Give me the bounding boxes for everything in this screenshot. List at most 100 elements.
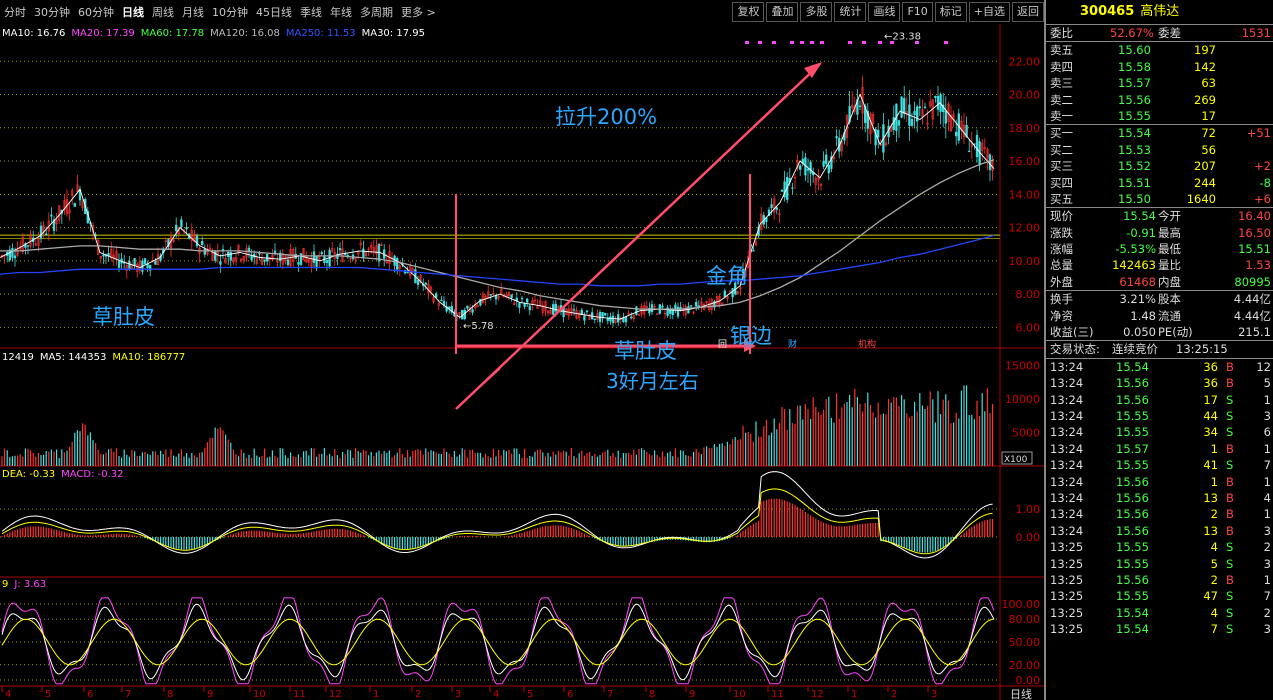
candle-body: [128, 261, 131, 270]
candle-body: [705, 301, 708, 304]
ask-row-4[interactable]: 卖一 15.55 17: [1050, 108, 1216, 123]
ask-row-2[interactable]: 卖三 15.57 63: [1050, 76, 1216, 91]
tool-button-0[interactable]: 复权: [732, 2, 765, 22]
tool-button-3[interactable]: 统计: [834, 2, 867, 22]
tick-list[interactable]: 13:24 15.54 36 B 12 13:24 15.56 36 B 5 13:24 15.56 1…: [1046, 357, 1273, 638]
fundamentals: 换手 3.21% 股本 4.44亿 净资 1.48 流通 4.44亿 收益(三) 0.050 PE(…: [1046, 290, 1273, 340]
x-tick-17: 9: [689, 689, 695, 700]
candle-body: [489, 294, 492, 296]
candle-body: [897, 120, 901, 126]
ask-price: 15.58: [1118, 59, 1151, 74]
tick-row-14: 13:25 15.55 47 S 7: [1050, 589, 1271, 604]
x-mode-label: 日线: [1010, 687, 1032, 700]
candle-body: [73, 203, 76, 207]
kdj-y-tick-0: 100.00: [1002, 598, 1041, 611]
candle-body: [752, 250, 755, 252]
period-tab-7[interactable]: 45日线: [256, 6, 292, 19]
candle-body: [68, 209, 71, 214]
candle-body: [133, 258, 136, 266]
x-tick-22: 2: [891, 689, 897, 700]
bid-price: 15.51: [1118, 175, 1151, 190]
tool-button-7[interactable]: +自选: [968, 2, 1010, 22]
candle-body: [440, 299, 443, 302]
candle-body: [271, 254, 274, 260]
event-tag-3: 机构: [858, 338, 876, 350]
bid-row-3[interactable]: 买四 15.51 244 -8: [1050, 175, 1271, 190]
candle-body: [671, 310, 674, 316]
candle-body: [232, 257, 235, 263]
candle-body: [588, 314, 591, 320]
x-tick-14: 6: [567, 689, 573, 700]
candle-body: [728, 290, 732, 293]
candle-body: [76, 184, 79, 192]
candle-body: [778, 213, 781, 215]
candle-body: [773, 198, 776, 213]
candle-body: [676, 306, 680, 317]
candle-body: [983, 147, 986, 149]
period-tab-11[interactable]: 更多 >: [401, 6, 436, 19]
period-tabs: 分时 30分钟 60分钟 日线 周线 月线 10分钟 45日线 季线 年线 多周期 更多 >: [0, 0, 440, 24]
candle-body: [110, 248, 113, 259]
tool-button-1[interactable]: 叠加: [766, 2, 799, 22]
period-tab-1[interactable]: 30分钟: [34, 6, 70, 19]
ask-row-0[interactable]: 卖五 15.60 197: [1050, 43, 1216, 58]
bid-row-2[interactable]: 买三 15.52 207 +2: [1050, 159, 1271, 174]
bid-row-1[interactable]: 买二 15.53 56: [1050, 142, 1216, 157]
candle-body: [437, 303, 440, 306]
candle-body: [143, 258, 147, 265]
tool-button-6[interactable]: 标记: [934, 2, 967, 22]
x-tick-0: 4: [5, 689, 11, 700]
weibi-row: 委比 52.67% 委差 1531: [1050, 26, 1271, 40]
x-tick-21: 1: [851, 689, 857, 700]
candle-body: [892, 117, 895, 130]
candle-body: [949, 115, 953, 132]
candle-body: [396, 258, 399, 270]
tool-button-4[interactable]: 画线: [868, 2, 901, 22]
candle-body: [827, 164, 830, 174]
candle-body: [570, 308, 573, 315]
candle-body: [975, 134, 979, 158]
bid-row-4[interactable]: 买五 15.50 1640 +6: [1050, 191, 1271, 206]
tool-button-2[interactable]: 多股: [800, 2, 833, 22]
candle-body: [476, 305, 479, 307]
ask-row-3[interactable]: 卖二 15.56 269: [1050, 92, 1216, 107]
tool-button-8[interactable]: 返回: [1012, 2, 1044, 22]
macd-dif-line: [1, 471, 993, 559]
bid-row-0[interactable]: 买一 15.54 72 +51: [1050, 126, 1271, 141]
candle-body: [349, 258, 352, 260]
ask-row-1[interactable]: 卖四 15.58 142: [1050, 59, 1216, 74]
candle-body: [136, 263, 139, 272]
candle-body: [63, 200, 66, 210]
event-mark-8: [862, 41, 866, 44]
period-tab-2[interactable]: 60分钟: [78, 6, 114, 19]
volume-legend: 12419 MA5: 144353 MA10: 186777: [2, 352, 191, 363]
candle-body: [918, 106, 921, 109]
period-tab-4[interactable]: 周线: [152, 6, 174, 19]
event-mark-10: [890, 41, 894, 44]
candle-body: [858, 105, 862, 107]
period-tab-9[interactable]: 年线: [330, 6, 352, 19]
candle-body: [544, 301, 547, 312]
candle-body: [13, 255, 17, 259]
period-tab-3[interactable]: 日线: [122, 6, 144, 19]
tool-button-5[interactable]: F10: [902, 2, 933, 22]
kline-chart[interactable]: 22.0020.0018.0016.0014.0012.0010.008.006…: [0, 24, 1044, 700]
event-mark-5: [810, 41, 814, 44]
vol-unit-box: [1001, 451, 1033, 465]
period-tab-5[interactable]: 月线: [182, 6, 204, 19]
candle-body: [739, 287, 742, 290]
tick-row-7: 13:24 15.56 1 B 1: [1050, 474, 1271, 489]
bid-price: 15.54: [1118, 126, 1151, 141]
period-tab-10[interactable]: 多周期: [360, 6, 393, 19]
candle-body: [884, 142, 888, 146]
candle-body: [250, 255, 253, 260]
candle-body: [648, 307, 651, 314]
period-tab-0[interactable]: 分时: [4, 6, 26, 19]
candle-body: [344, 253, 347, 255]
candle-body: [635, 306, 638, 315]
period-tab-8[interactable]: 季线: [300, 6, 322, 19]
candle-body: [528, 305, 531, 311]
period-tab-6[interactable]: 10分钟: [212, 6, 248, 19]
x-tick-6: 10: [253, 689, 266, 700]
tick-row-12: 13:25 15.55 5 S 3: [1050, 556, 1271, 571]
